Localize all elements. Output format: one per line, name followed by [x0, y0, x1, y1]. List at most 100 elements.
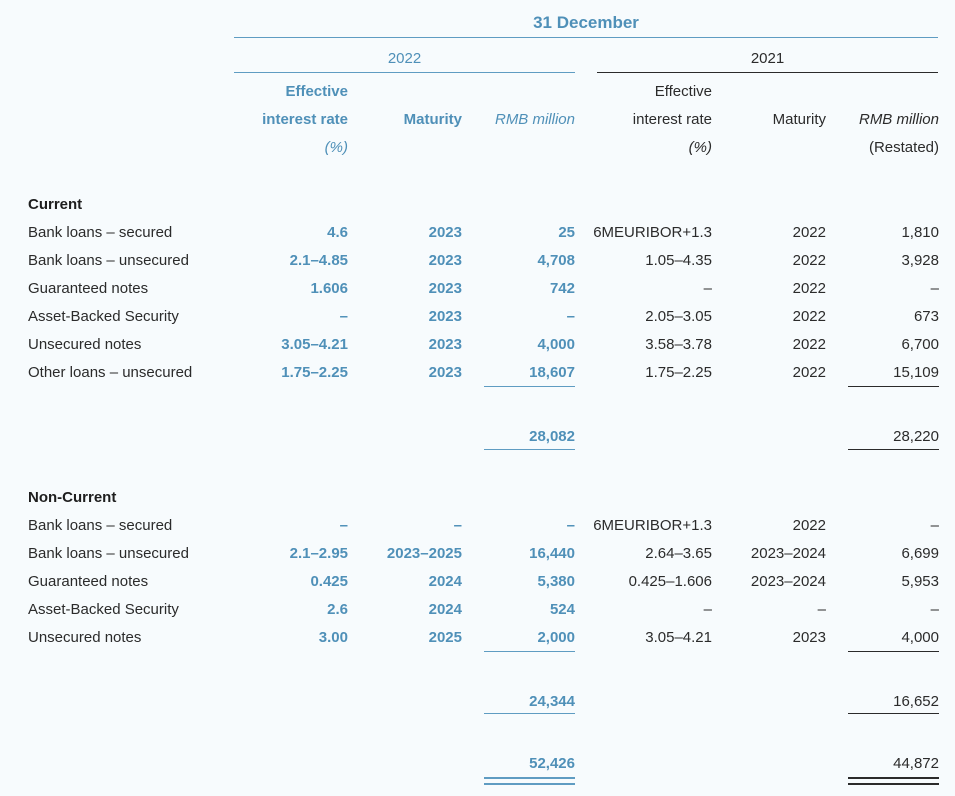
current-subtotal-rule-2021 [848, 386, 939, 387]
maturity-2022: 2024 [428, 601, 462, 618]
year-2022-rule [234, 72, 575, 73]
noncurrent-total-rule-2021 [848, 713, 939, 714]
section-title-current: Current [28, 196, 83, 213]
noncurrent-subtotal-rule-2021 [848, 651, 939, 652]
amount-2022: – [566, 308, 575, 325]
maturity-2021: 2023 [792, 629, 826, 646]
row-label: Bank loans – secured [28, 517, 173, 534]
amount-2021: 5,953 [901, 573, 939, 590]
amt21-heading: RMB million [858, 111, 939, 128]
rate-2022: 3.00 [318, 629, 348, 646]
rate-2021: – [703, 601, 712, 618]
rate-2022: 1.75–2.25 [281, 364, 348, 381]
grand-total-2022: 52,426 [529, 755, 575, 772]
amount-2021: 3,928 [901, 252, 939, 269]
maturity-2021: – [817, 601, 826, 618]
amount-2022: 4,000 [537, 336, 575, 353]
maturity-2021: 2022 [792, 336, 826, 353]
section-title-noncurrent: Non-Current [28, 489, 117, 506]
grand-total-double-rule-2022-b [484, 783, 575, 785]
rate-2022: – [339, 308, 348, 325]
header-rule [234, 37, 938, 38]
rate-2021: 0.425–1.606 [628, 573, 712, 590]
row-label: Asset-Backed Security [28, 308, 179, 325]
grand-total-double-rule-2021-a [848, 777, 939, 779]
rate21-heading-1: Effective [654, 83, 712, 100]
maturity-2022: 2023–2025 [386, 545, 462, 562]
maturity-2021: 2023–2024 [750, 573, 826, 590]
amount-2022: 742 [549, 280, 575, 297]
amount-2021: 1,810 [901, 224, 939, 241]
rate21-heading-3: (%) [688, 139, 712, 156]
rate-2022: 4.6 [327, 224, 348, 241]
current-total-rule-2021 [848, 449, 939, 450]
maturity-2021: 2022 [792, 224, 826, 241]
maturity-2021: 2023–2024 [750, 545, 826, 562]
current-total-rule-2022 [484, 449, 575, 450]
maturity-2022: 2023 [428, 224, 462, 241]
amount-2022: – [566, 517, 575, 534]
maturity-2021: 2022 [792, 280, 826, 297]
maturity-2022: 2024 [428, 573, 462, 590]
date-title: 31 December [533, 13, 639, 32]
rate-2021: 6MEURIBOR+1.3 [593, 517, 712, 534]
maturity-2021: 2022 [792, 364, 826, 381]
rate-2021: 1.75–2.25 [645, 364, 712, 381]
amount-2021: 15,109 [893, 364, 939, 381]
row-label: Asset-Backed Security [28, 601, 179, 618]
row-label: Bank loans – unsecured [28, 545, 189, 562]
rate21-heading-2: interest rate [632, 111, 712, 128]
amount-2021: 4,000 [901, 629, 939, 646]
amount-2022: 18,607 [529, 364, 575, 381]
grand-total-double-rule-2022-a [484, 777, 575, 779]
row-label: Other loans – unsecured [28, 364, 193, 381]
maturity-2021: 2022 [792, 517, 826, 534]
rate22-heading-2: interest rate [262, 111, 348, 128]
amount-2022: 524 [549, 601, 575, 618]
maturity-2022: – [453, 517, 462, 534]
amount-2021: – [930, 601, 939, 618]
noncurrent-total-2021: 16,652 [893, 693, 939, 710]
rate-2022: 2.6 [327, 601, 348, 618]
rate-2021: 2.64–3.65 [645, 545, 712, 562]
noncurrent-subtotal-rule-2022 [484, 651, 575, 652]
current-total-2022: 28,082 [529, 428, 575, 445]
rate-2021: 3.05–4.21 [645, 629, 712, 646]
year-2021-heading: 2021 [750, 50, 785, 67]
maturity-2022: 2023 [428, 364, 462, 381]
amount-2021: 6,700 [901, 336, 939, 353]
mat21-heading: Maturity [772, 111, 826, 128]
current-subtotal-rule-2022 [484, 386, 575, 387]
noncurrent-total-2022: 24,344 [529, 693, 575, 710]
amount-2022: 25 [558, 224, 575, 241]
year-2022-heading: 2022 [387, 50, 422, 67]
row-label: Bank loans – unsecured [28, 252, 189, 269]
maturity-2021: 2022 [792, 252, 826, 269]
grand-total-2021: 44,872 [893, 755, 939, 772]
rate-2022: 0.425 [310, 573, 348, 590]
rate-2022: 3.05–4.21 [281, 336, 348, 353]
maturity-2022: 2025 [428, 629, 462, 646]
year-2021-rule [597, 72, 938, 73]
amount-2022: 5,380 [537, 573, 575, 590]
maturity-2021: 2022 [792, 308, 826, 325]
rate-2021: 1.05–4.35 [645, 252, 712, 269]
rate-2021: – [703, 280, 712, 297]
amt21-note: (Restated) [868, 139, 939, 156]
amt22-heading: RMB million [494, 111, 575, 128]
maturity-2022: 2023 [428, 280, 462, 297]
row-label: Unsecured notes [28, 336, 142, 353]
row-label: Guaranteed notes [28, 573, 149, 590]
row-label: Guaranteed notes [28, 280, 149, 297]
rate-2022: 2.1–2.95 [289, 545, 348, 562]
rate22-heading-1: Effective [285, 83, 348, 100]
rate-2022: 2.1–4.85 [289, 252, 348, 269]
rate-2021: 6MEURIBOR+1.3 [593, 224, 712, 241]
rate22-heading-3: (%) [324, 139, 348, 156]
maturity-2022: 2023 [428, 336, 462, 353]
amount-2021: 673 [913, 308, 939, 325]
amount-2022: 16,440 [529, 545, 575, 562]
amount-2021: – [930, 517, 939, 534]
row-label: Unsecured notes [28, 629, 142, 646]
amount-2022: 2,000 [537, 629, 575, 646]
